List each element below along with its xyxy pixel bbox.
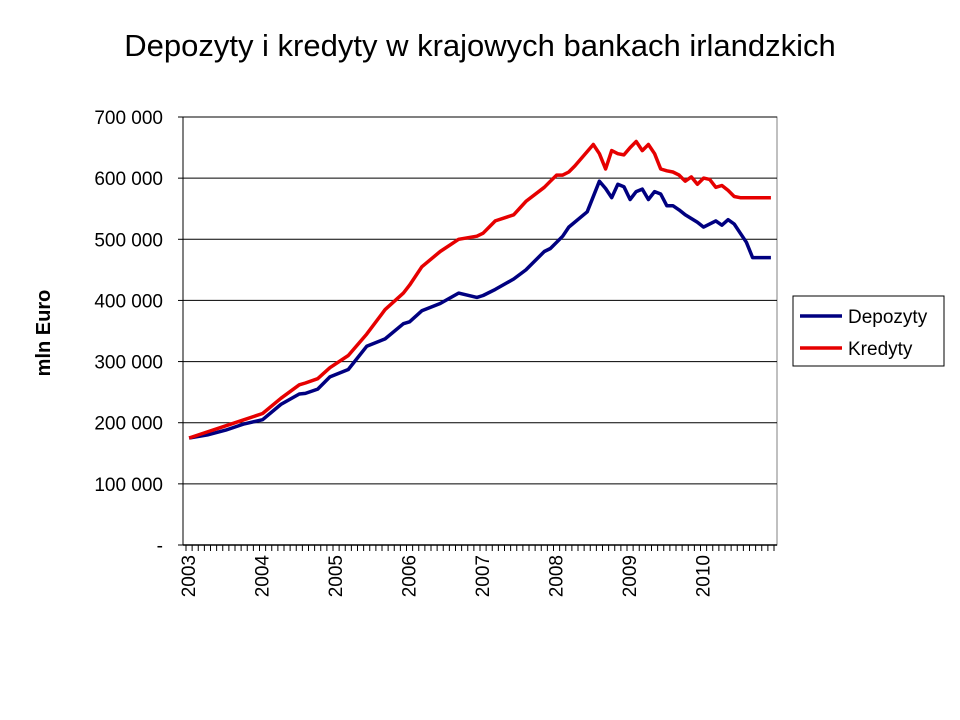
x-tick-label: 2004 bbox=[253, 555, 274, 598]
x-tick-label: 2006 bbox=[400, 555, 421, 597]
x-tick-label: 2008 bbox=[547, 555, 568, 597]
chart-title: Depozyty i kredyty w krajowych bankach i… bbox=[124, 28, 836, 63]
y-tick-label: 500 000 bbox=[94, 230, 163, 251]
x-tick-label: 2009 bbox=[620, 555, 641, 597]
x-tick-label: 2007 bbox=[473, 555, 494, 597]
axes: - 100 000 200 000 300 000 400 000 500 000 600 … bbox=[94, 108, 777, 597]
gridlines bbox=[183, 116, 777, 485]
y-tick-label: 400 000 bbox=[94, 291, 163, 312]
legend-label: Kredyty bbox=[848, 339, 913, 360]
y-tick-label: 300 000 bbox=[94, 353, 163, 374]
y-tick-label: 100 000 bbox=[94, 475, 163, 496]
x-tick-label: 2010 bbox=[694, 555, 715, 597]
series-line-kredyty bbox=[188, 139, 771, 440]
plot-area-border bbox=[182, 116, 778, 546]
y-tick-label: 600 000 bbox=[94, 169, 163, 190]
y-tick-label: 700 000 bbox=[94, 108, 163, 129]
x-tick-label: 2003 bbox=[179, 555, 200, 597]
plot-area bbox=[182, 116, 778, 546]
y-tick-label: 200 000 bbox=[94, 414, 163, 435]
series-layer bbox=[188, 139, 771, 440]
legend-box bbox=[792, 295, 945, 367]
series-line-depozyty bbox=[188, 179, 771, 440]
legend-label: Depozyty bbox=[848, 307, 928, 328]
y-axis-label: mln Euro bbox=[33, 290, 55, 377]
legend: Depozyty Kredyty bbox=[792, 295, 945, 367]
y-tick-label: - bbox=[157, 536, 163, 557]
x-tick-label: 2005 bbox=[326, 555, 347, 597]
